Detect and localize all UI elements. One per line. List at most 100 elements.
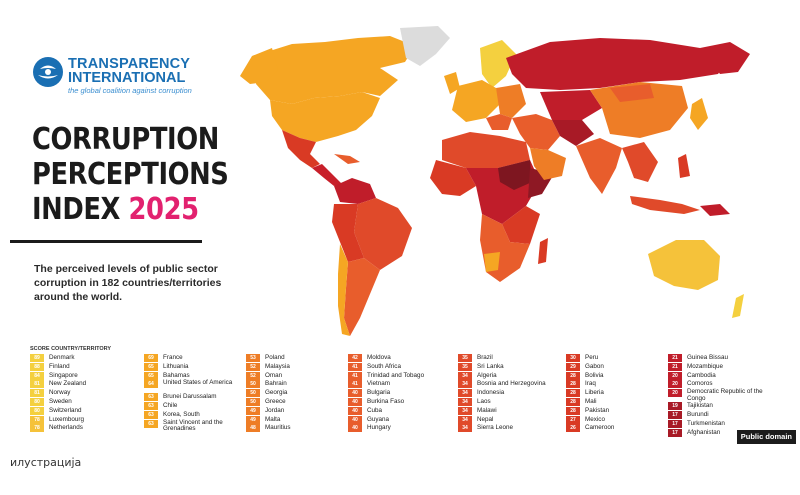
legend-country: Cambodia [687,371,716,379]
legend-country: United States of America [163,379,233,387]
legend-country: Brazil [477,354,493,361]
title-line-1: CORRUPTION [32,122,219,157]
scandinavia [480,40,516,88]
balkans [486,114,512,130]
legend-score: 65 [144,371,158,380]
alaska [240,48,278,84]
iran-afghanistan [552,120,594,146]
china [590,82,688,138]
legend-country: Poland [265,354,285,361]
southeast-asia [622,142,658,182]
legend-country: Bosnia and Herzegovina [477,380,546,388]
legend-country: Malaysia [265,362,290,370]
legend-country: Luxembourg [49,415,85,423]
central-america [312,164,342,186]
west-africa [430,160,476,196]
legend-score: 42 [348,354,362,362]
botswana-region [484,252,500,272]
legend-score: 20 [668,371,682,380]
legend-country: Singapore [49,371,78,379]
legend-score: 41 [348,380,362,389]
legend-score: 49 [246,406,260,415]
chile-strip [338,244,350,336]
legend-score: 40 [348,397,362,406]
legend-country: Sweden [49,397,72,405]
mongolia [610,84,654,102]
legend-country: Gabon [585,362,604,370]
legend-score: 30 [566,354,580,362]
legend-country: Peru [585,354,599,361]
legend-score: 28 [566,380,580,389]
central-asia [540,90,602,120]
legend-score: 53 [246,354,260,362]
legend-score: 63 [144,393,158,402]
legend-score: 34 [458,415,472,424]
legend-score: 52 [246,371,260,380]
image-caption: илустрација [10,456,82,469]
legend-country: Saint Vincent and the Grenadines [163,418,223,433]
legend-score: 52 [246,362,260,371]
legend-country: Cuba [367,406,383,414]
legend-score: 63 [144,402,158,411]
legend-score: 40 [348,424,362,433]
legend-score: 17 [668,419,682,428]
legend-score: 20 [668,389,682,398]
legend-country: Hungary [367,424,391,432]
legend-score: 20 [668,380,682,389]
public-domain-badge: Public domain [736,430,796,444]
legend-country: Malawi [477,406,497,414]
south-america [332,178,412,336]
usa [270,92,380,142]
legend-country: Mali [585,397,597,405]
legend-country: Greece [265,397,286,405]
legend-score: 41 [348,362,362,371]
legend-country: Comoros [687,380,713,388]
legend-score: 81 [30,380,44,389]
legend-country: Sri Lanka [477,362,504,370]
philippines [678,154,690,178]
venezuela-colombia [334,178,376,204]
legend-score: 63 [144,410,158,419]
africa [430,132,554,282]
madagascar [538,238,548,264]
mexico [282,130,320,168]
legend-country: Indonesia [477,389,505,397]
legend-score: 21 [668,362,682,371]
legend-country: Sierra Leone [477,424,514,432]
legend-score: 89 [30,354,44,362]
india [576,138,622,194]
legend-country: Iraq [585,380,596,388]
russia-east [700,42,750,74]
uk [444,72,460,94]
legend-country: Laos [477,397,491,405]
legend-country: Finland [49,362,70,370]
legend-country: Algeria [477,371,497,379]
legend-score: 28 [566,397,580,406]
legend-score: 64 [144,380,158,389]
legend-score: 40 [348,406,362,415]
legend-score: 26 [566,424,580,433]
legend-score: 34 [458,397,472,406]
legend-score: 78 [30,415,44,424]
legend-country: Brunei Darussalam [163,393,217,401]
western-europe [452,80,500,122]
legend-score: 34 [458,389,472,398]
legend-country: Korea, South [163,410,200,418]
transparency-logo: TRANSPARENCY INTERNATIONAL the global co… [32,56,222,98]
east-africa [502,206,540,244]
legend-country: Netherlands [49,424,83,432]
legend-score: 21 [668,354,682,362]
legend-score: 35 [458,362,472,371]
legend-score: 28 [566,406,580,415]
legend-country: Mozambique [687,362,724,370]
legend-country: Moldova [367,354,391,361]
legend-score: 88 [30,362,44,371]
cpi-poster: TRANSPARENCY INTERNATIONAL the global co… [10,26,796,444]
indonesia [630,196,700,214]
legend-score: 40 [348,389,362,398]
asia [506,38,750,216]
logo-name-line1: TRANSPARENCY [68,56,191,72]
legend-score: 34 [458,406,472,415]
title-line-3: INDEX 2025 [32,192,228,227]
legend-score: 81 [30,389,44,398]
